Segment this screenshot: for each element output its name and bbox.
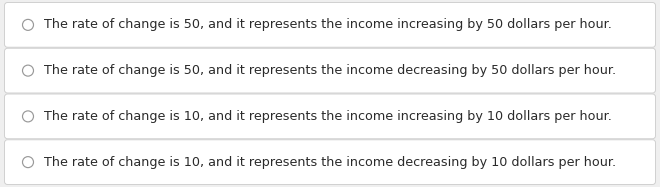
Text: The rate of change is 10, and it represents the income increasing by 10 dollars : The rate of change is 10, and it represe… [44,110,612,123]
FancyBboxPatch shape [5,140,655,185]
Ellipse shape [22,157,34,168]
Ellipse shape [22,111,34,122]
FancyBboxPatch shape [5,2,655,47]
Text: The rate of change is 50, and it represents the income increasing by 50 dollars : The rate of change is 50, and it represe… [44,18,612,31]
Text: The rate of change is 10, and it represents the income decreasing by 10 dollars : The rate of change is 10, and it represe… [44,156,616,169]
FancyBboxPatch shape [5,48,655,93]
Ellipse shape [22,65,34,76]
FancyBboxPatch shape [5,94,655,139]
Ellipse shape [22,19,34,30]
Text: The rate of change is 50, and it represents the income decreasing by 50 dollars : The rate of change is 50, and it represe… [44,64,616,77]
